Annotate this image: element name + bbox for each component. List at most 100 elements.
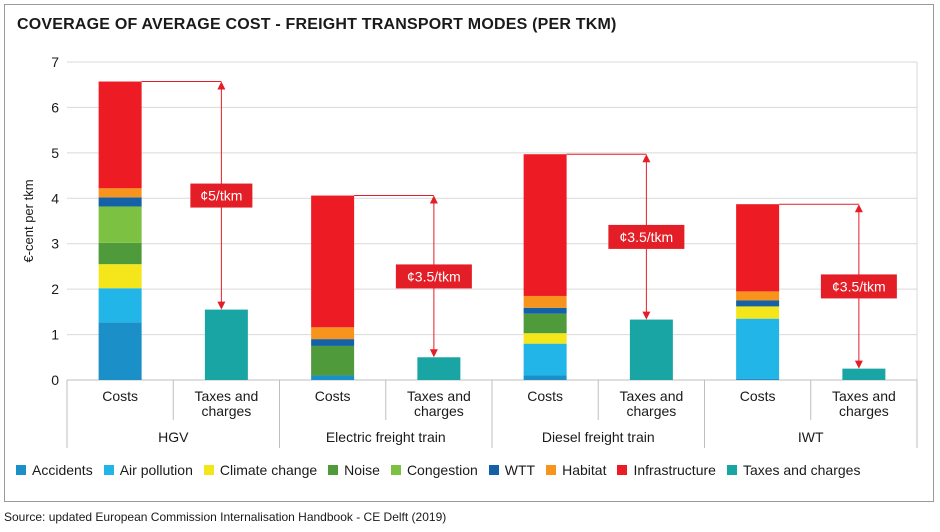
gap-arrow-head-bottom: [429, 349, 438, 358]
bar-label-taxes: charges: [839, 403, 889, 419]
bar-label-costs: Costs: [740, 388, 776, 404]
legend-swatch: [488, 465, 499, 475]
gap-label-box: [395, 264, 472, 289]
bar-label-taxes: charges: [201, 403, 251, 419]
legend-item: Climate change: [203, 462, 318, 478]
gap-arrow-head-bottom: [642, 311, 651, 320]
bar-taxes-and-charges: [204, 309, 248, 380]
bar-wtt: [523, 307, 567, 314]
group-label: HGV: [158, 429, 189, 445]
gap-label: ¢5/tkm: [200, 188, 242, 204]
bar-habitat: [523, 295, 567, 308]
bar-label-taxes: charges: [626, 403, 676, 419]
bar-taxes-and-charges: [417, 357, 461, 380]
bar-air-pollution: [736, 318, 780, 379]
bar-congestion: [98, 206, 142, 243]
gap-arrow-head-top: [429, 195, 438, 204]
group-label: Electric freight train: [326, 429, 446, 445]
legend-item: Accidents: [16, 462, 93, 478]
legend-item: Congestion: [390, 462, 478, 478]
bar-label-taxes: Taxes and: [407, 388, 471, 404]
bar-climate-change: [523, 333, 567, 344]
source-note: Source: updated European Commission Inte…: [4, 510, 447, 524]
bar-taxes-and-charges: [842, 368, 886, 380]
gap-arrow-head-top: [854, 204, 863, 213]
y-axis-label: €-cent per tkm: [21, 179, 36, 262]
bar-wtt: [736, 300, 780, 307]
legend-label: Taxes and charges: [742, 462, 861, 478]
bar-accidents: [736, 378, 780, 380]
y-tick-label: 4: [51, 190, 59, 206]
gap-arrow-head-top: [642, 154, 651, 163]
y-tick-label: 5: [51, 145, 59, 161]
bar-label-costs: Costs: [527, 388, 563, 404]
y-tick-label: 1: [51, 327, 59, 343]
bar-noise: [98, 242, 142, 265]
bar-label-costs: Costs: [102, 388, 138, 404]
legend-label: Infrastructure: [633, 462, 716, 478]
legend-label: Habitat: [562, 462, 607, 478]
legend-swatch: [328, 465, 339, 475]
y-tick-label: 3: [51, 236, 59, 252]
legend-label: Accidents: [32, 462, 93, 478]
bar-climate-change: [736, 306, 780, 319]
legend-item: Noise: [328, 462, 380, 478]
bar-habitat: [311, 327, 355, 340]
legend-swatch: [617, 465, 628, 475]
bar-label-costs: Costs: [315, 388, 351, 404]
chart-title: COVERAGE OF AVERAGE COST - FREIGHT TRANS…: [17, 16, 617, 33]
gap-arrow-head-bottom: [854, 360, 863, 369]
bar-infrastructure: [98, 81, 142, 189]
bar-noise: [311, 345, 355, 376]
bar-wtt: [98, 197, 142, 207]
bar-habitat: [98, 188, 142, 198]
legend-swatch: [726, 465, 737, 475]
bar-label-taxes: charges: [414, 403, 464, 419]
legend-label: Noise: [344, 462, 380, 478]
legend-swatch: [16, 465, 26, 475]
bar-label-taxes: Taxes and: [194, 388, 258, 404]
legend-swatch: [390, 465, 401, 475]
bar-infrastructure: [311, 195, 355, 328]
chart-plot: 0 1 2 3 4 5 6 7 €-cent per tkm ¢5/tkm Costs Taxes a…: [21, 54, 918, 448]
bar-infrastructure: [523, 154, 567, 296]
bar-accidents: [523, 375, 567, 380]
legend-label: Air pollution: [119, 462, 193, 478]
gap-label-box: [820, 274, 897, 299]
gap-label: ¢3.5/tkm: [620, 229, 674, 245]
legend-label: WTT: [504, 462, 536, 478]
bar-taxes-and-charges: [629, 319, 673, 380]
gap-arrow-head-top: [217, 81, 226, 90]
legend-swatch: [103, 465, 114, 475]
bar-wtt: [311, 339, 355, 346]
legend-label: Climate change: [219, 462, 318, 478]
group-label: IWT: [798, 429, 824, 445]
legend-item: Taxes and charges: [726, 462, 861, 478]
y-tick-label: 0: [51, 372, 59, 388]
y-tick-label: 7: [51, 54, 59, 70]
legend-item: Air pollution: [103, 462, 193, 478]
y-tick-label: 2: [51, 281, 59, 297]
bar-label-taxes: Taxes and: [619, 388, 683, 404]
chart-frame: [4, 4, 934, 502]
legend-item: Infrastructure: [617, 462, 716, 478]
group-label: Diesel freight train: [542, 429, 655, 445]
bar-climate-change: [98, 264, 142, 289]
gap-label: ¢3.5/tkm: [832, 278, 886, 294]
bar-noise: [523, 313, 567, 334]
bar-infrastructure: [736, 204, 780, 292]
y-tick-label: 6: [51, 99, 59, 115]
bar-accidents: [311, 375, 355, 380]
legend-item: Habitat: [546, 462, 606, 478]
legend-item: WTT: [488, 462, 536, 478]
legend-swatch: [203, 465, 214, 475]
gap-label: ¢3.5/tkm: [407, 268, 461, 284]
gap-label-box: [190, 183, 253, 208]
bar-air-pollution: [523, 343, 567, 376]
gap-label-box: [608, 224, 685, 249]
gap-arrow-head-bottom: [217, 301, 226, 310]
bar-label-taxes: Taxes and: [832, 388, 896, 404]
legend-swatch: [546, 465, 557, 475]
bar-habitat: [736, 291, 780, 301]
bar-accidents: [98, 322, 142, 380]
